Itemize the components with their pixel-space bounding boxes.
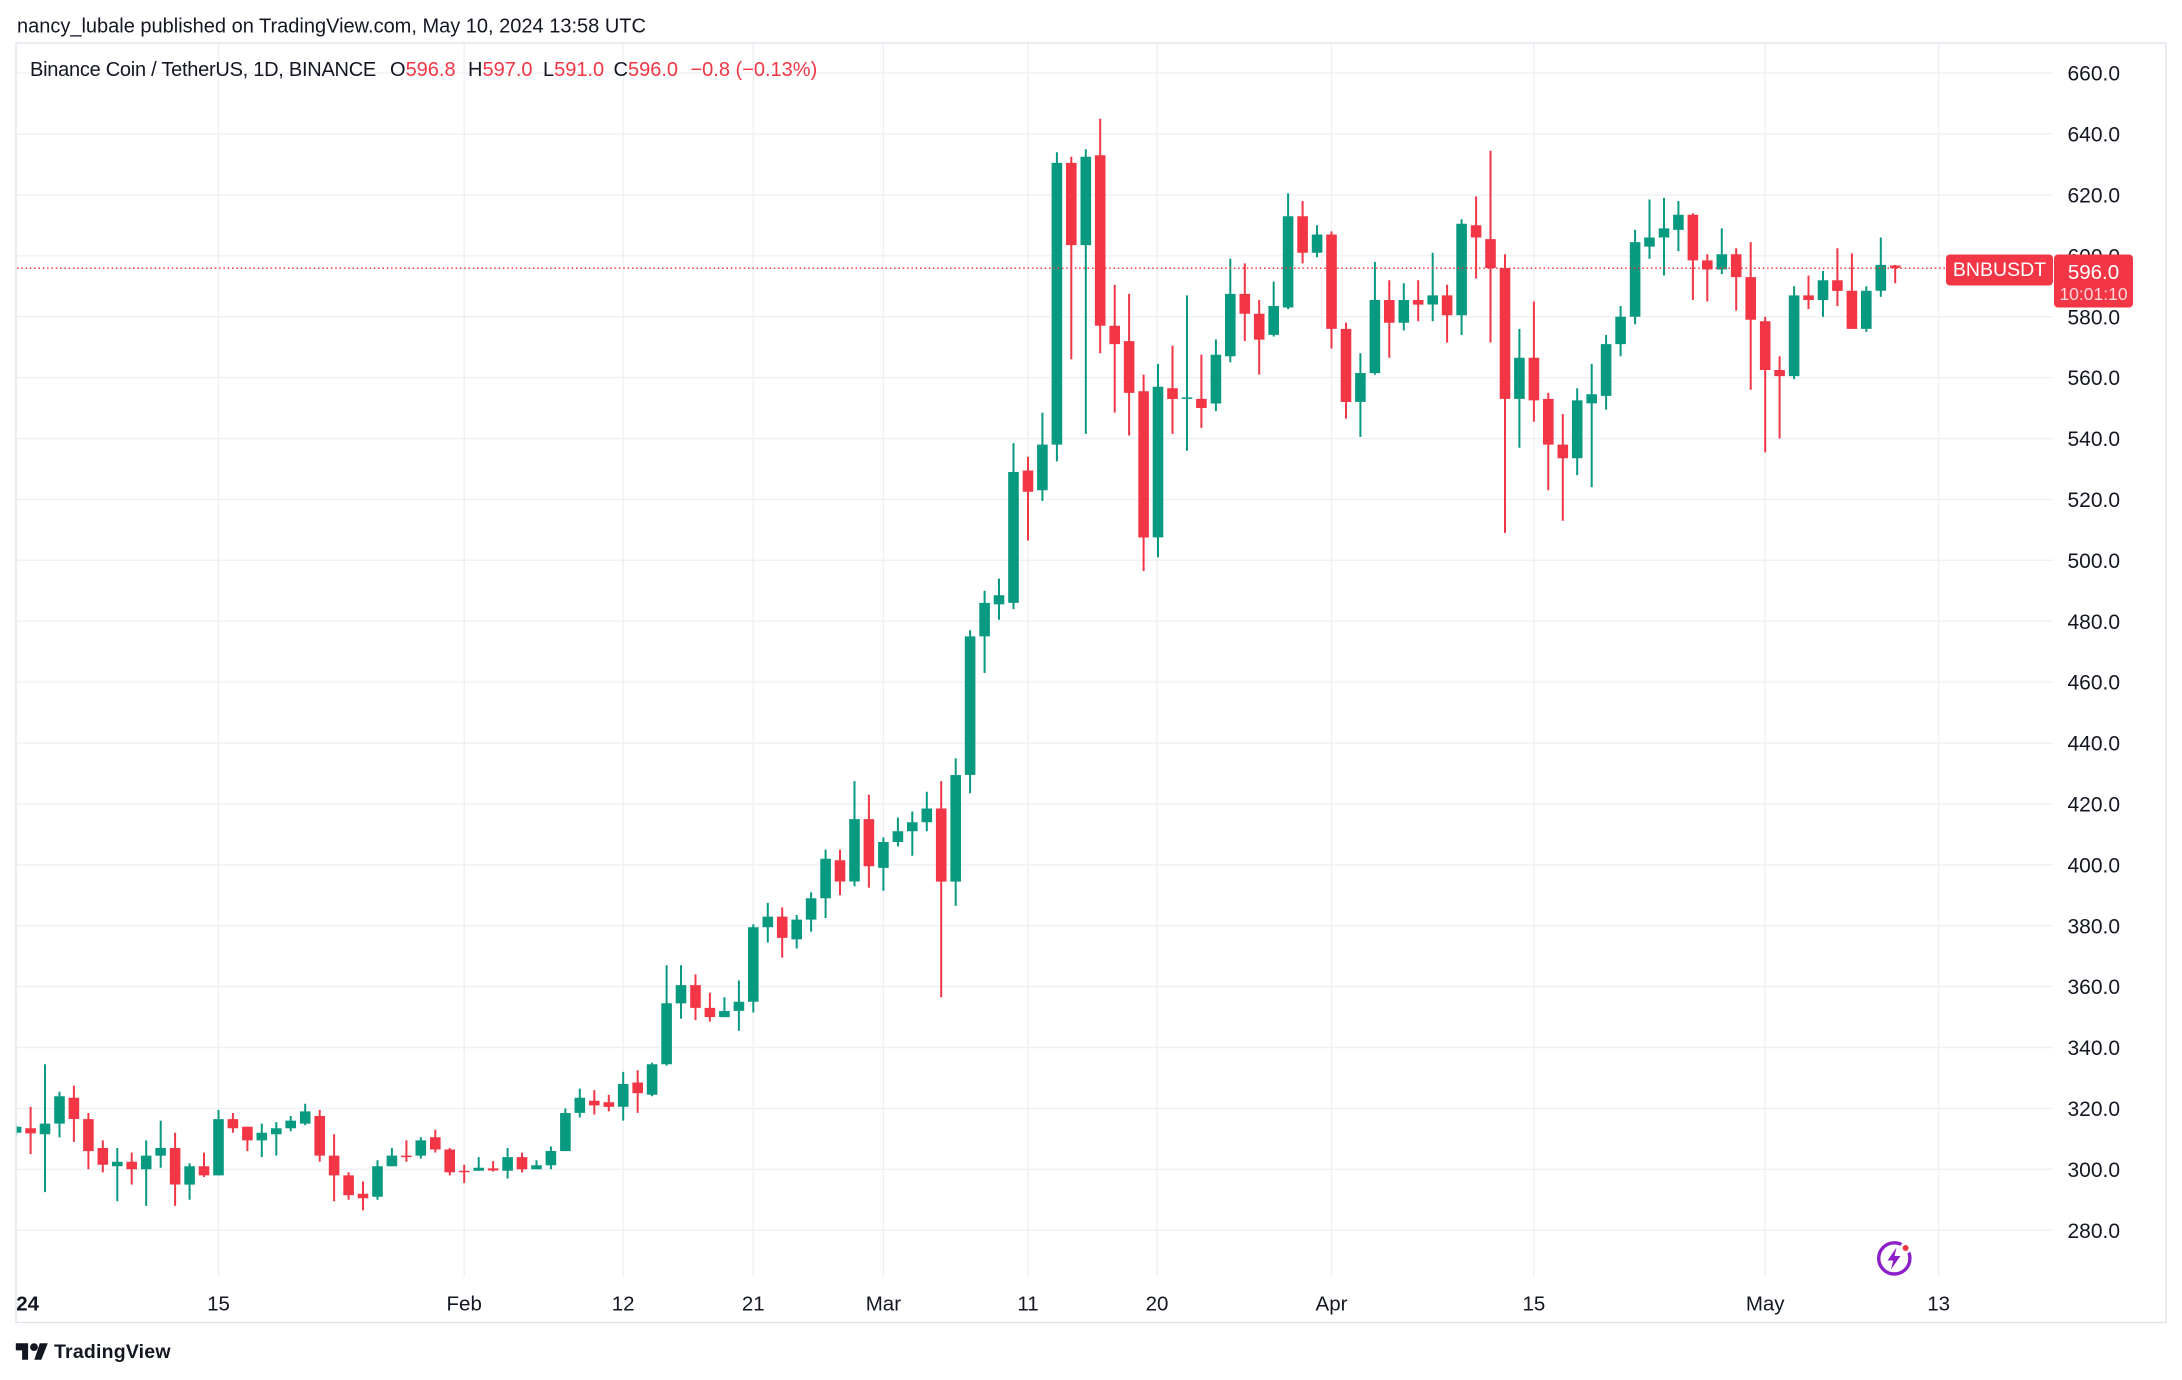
svg-text:15: 15 xyxy=(207,1292,230,1315)
svg-text:620.0: 620.0 xyxy=(2068,185,2121,208)
svg-text:596.0: 596.0 xyxy=(2068,261,2119,284)
svg-text:360.0: 360.0 xyxy=(2068,976,2121,999)
svg-text:640.0: 640.0 xyxy=(2068,124,2121,147)
svg-text:L591.0: L591.0 xyxy=(543,59,604,81)
svg-text:320.0: 320.0 xyxy=(2068,1098,2121,1121)
svg-text:TradingView: TradingView xyxy=(54,1341,171,1363)
svg-text:20: 20 xyxy=(1146,1292,1169,1315)
svg-text:O596.8: O596.8 xyxy=(390,59,456,81)
svg-text:12: 12 xyxy=(612,1292,635,1315)
svg-text:Feb: Feb xyxy=(447,1292,482,1315)
svg-text:11: 11 xyxy=(1017,1292,1038,1315)
svg-text:21: 21 xyxy=(742,1292,765,1315)
svg-text:660.0: 660.0 xyxy=(2068,63,2121,86)
svg-text:440.0: 440.0 xyxy=(2068,733,2121,756)
svg-text:280.0: 280.0 xyxy=(2068,1220,2121,1243)
svg-text:400.0: 400.0 xyxy=(2068,854,2121,877)
svg-text:BNBUSDT: BNBUSDT xyxy=(1953,259,2046,281)
svg-text:560.0: 560.0 xyxy=(2068,367,2121,390)
svg-text:300.0: 300.0 xyxy=(2068,1159,2121,1182)
svg-text:13: 13 xyxy=(1927,1292,1950,1315)
svg-text:580.0: 580.0 xyxy=(2068,306,2121,329)
svg-text:C596.0: C596.0 xyxy=(614,59,679,81)
svg-text:Mar: Mar xyxy=(866,1292,901,1315)
svg-text:H597.0: H597.0 xyxy=(468,59,533,81)
svg-text:380.0: 380.0 xyxy=(2068,915,2121,938)
svg-text:24: 24 xyxy=(16,1292,39,1315)
svg-text:520.0: 520.0 xyxy=(2068,489,2121,512)
svg-text:10:01:10: 10:01:10 xyxy=(2059,284,2127,304)
svg-text:460.0: 460.0 xyxy=(2068,672,2121,695)
svg-text:15: 15 xyxy=(1522,1292,1545,1315)
svg-text:−0.8 (−0.13%): −0.8 (−0.13%) xyxy=(691,59,818,81)
svg-text:Binance Coin / TetherUS, 1D, B: Binance Coin / TetherUS, 1D, BINANCE xyxy=(30,59,376,81)
svg-text:480.0: 480.0 xyxy=(2068,611,2121,634)
svg-text:May: May xyxy=(1746,1292,1785,1315)
svg-text:500.0: 500.0 xyxy=(2068,550,2121,573)
svg-text:540.0: 540.0 xyxy=(2068,428,2121,451)
svg-text:340.0: 340.0 xyxy=(2068,1037,2121,1060)
svg-text:Apr: Apr xyxy=(1316,1292,1348,1315)
svg-text:nancy_lubale published on Trad: nancy_lubale published on TradingView.co… xyxy=(17,16,646,38)
svg-text:420.0: 420.0 xyxy=(2068,794,2121,817)
